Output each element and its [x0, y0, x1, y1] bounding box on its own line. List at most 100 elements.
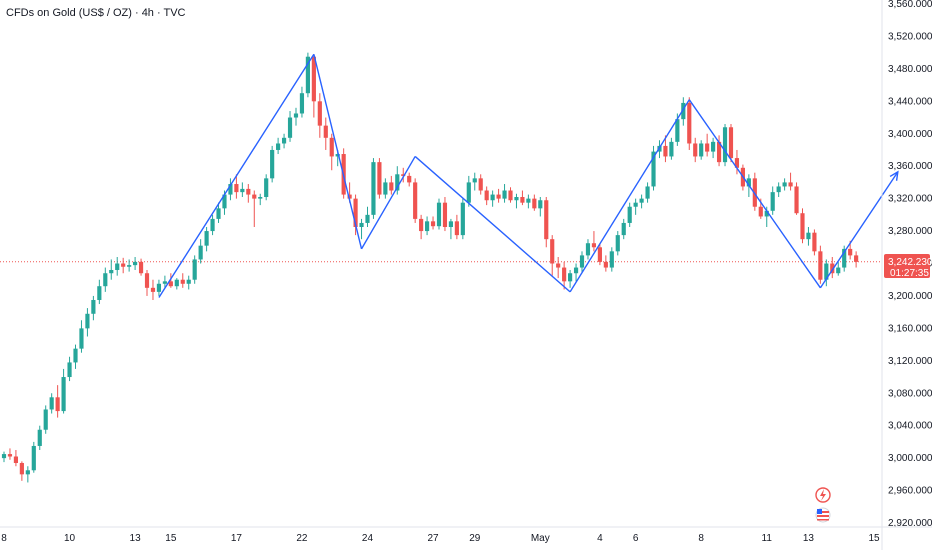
candle[interactable]	[562, 261, 567, 290]
candle[interactable]	[407, 172, 412, 187]
candle[interactable]	[734, 149, 740, 175]
candle[interactable]	[830, 257, 835, 279]
candle[interactable]	[448, 218, 454, 240]
candle[interactable]	[216, 202, 221, 223]
candle[interactable]	[43, 405, 48, 434]
candle[interactable]	[591, 231, 597, 252]
candle[interactable]	[109, 259, 114, 280]
candle[interactable]	[573, 263, 579, 282]
candle[interactable]	[150, 279, 156, 300]
candle[interactable]	[270, 145, 275, 183]
candle[interactable]	[609, 247, 614, 272]
trendline[interactable]	[414, 155, 571, 293]
candle[interactable]	[204, 227, 209, 252]
candle[interactable]	[854, 251, 859, 268]
candle[interactable]	[305, 52, 310, 98]
candle[interactable]	[13, 450, 19, 467]
candle[interactable]	[532, 194, 537, 211]
candle[interactable]	[669, 137, 674, 160]
candle[interactable]	[490, 190, 495, 207]
candle[interactable]	[133, 257, 138, 270]
candle[interactable]	[61, 368, 66, 414]
candle[interactable]	[264, 174, 269, 201]
candle[interactable]	[579, 251, 585, 274]
candle[interactable]	[687, 97, 692, 150]
candle[interactable]	[728, 124, 734, 163]
candle[interactable]	[329, 133, 334, 171]
candle[interactable]	[520, 190, 525, 206]
candle[interactable]	[258, 193, 263, 206]
trendline[interactable]	[158, 53, 315, 298]
candle[interactable]	[138, 258, 144, 276]
candle[interactable]	[615, 231, 620, 256]
candle[interactable]	[19, 461, 24, 481]
candle[interactable]	[1, 451, 7, 463]
candle[interactable]	[174, 278, 179, 290]
candle[interactable]	[484, 186, 489, 206]
candle[interactable]	[97, 279, 102, 305]
candle[interactable]	[693, 137, 698, 163]
candle[interactable]	[436, 198, 442, 230]
candle[interactable]	[365, 206, 370, 228]
candle[interactable]	[121, 257, 126, 274]
candle[interactable]	[192, 255, 197, 284]
candle[interactable]	[508, 187, 513, 203]
candle[interactable]	[371, 158, 376, 219]
candle[interactable]	[246, 184, 251, 203]
candle[interactable]	[67, 356, 72, 382]
candle[interactable]	[639, 194, 644, 209]
candle[interactable]	[705, 133, 710, 157]
candle[interactable]	[234, 174, 239, 199]
candle[interactable]	[514, 193, 519, 209]
candle[interactable]	[317, 93, 322, 138]
candle[interactable]	[31, 441, 36, 473]
candle[interactable]	[836, 261, 841, 276]
candle[interactable]	[460, 198, 465, 240]
trendline[interactable]	[569, 99, 690, 293]
candle[interactable]	[162, 275, 167, 288]
candle[interactable]	[818, 245, 823, 284]
candle[interactable]	[699, 140, 704, 160]
candle[interactable]	[424, 216, 430, 236]
candle[interactable]	[389, 175, 394, 195]
candle[interactable]	[770, 186, 775, 215]
candle[interactable]	[7, 448, 13, 460]
candle[interactable]	[186, 275, 191, 290]
candle[interactable]	[645, 182, 650, 203]
candle[interactable]	[621, 218, 626, 240]
candle[interactable]	[299, 86, 305, 118]
candle[interactable]	[842, 245, 847, 272]
candle[interactable]	[419, 214, 424, 240]
us-flag-icon[interactable]	[815, 507, 831, 523]
trendline[interactable]	[360, 156, 416, 250]
candle[interactable]	[85, 308, 90, 337]
candle[interactable]	[776, 182, 781, 198]
plot-area[interactable]	[0, 52, 899, 483]
candle[interactable]	[722, 124, 728, 167]
trendline[interactable]	[313, 54, 363, 250]
candle[interactable]	[794, 182, 799, 215]
candle[interactable]	[806, 227, 811, 246]
candle[interactable]	[395, 166, 400, 195]
candle[interactable]	[502, 184, 507, 203]
candle[interactable]	[430, 216, 436, 230]
candle[interactable]	[383, 178, 388, 199]
candle[interactable]	[782, 178, 787, 191]
candle[interactable]	[228, 178, 233, 201]
candle[interactable]	[663, 135, 668, 163]
candle[interactable]	[544, 197, 549, 248]
candle[interactable]	[25, 466, 30, 483]
candle[interactable]	[144, 269, 150, 296]
candle[interactable]	[115, 257, 120, 276]
candle[interactable]	[472, 172, 477, 191]
candle[interactable]	[293, 107, 299, 126]
candle[interactable]	[824, 259, 829, 287]
candle[interactable]	[353, 194, 358, 236]
candle[interactable]	[91, 295, 96, 321]
candle[interactable]	[550, 235, 555, 276]
candle[interactable]	[651, 145, 656, 191]
candle[interactable]	[287, 111, 293, 142]
candle[interactable]	[716, 135, 722, 167]
candle[interactable]	[49, 393, 54, 414]
